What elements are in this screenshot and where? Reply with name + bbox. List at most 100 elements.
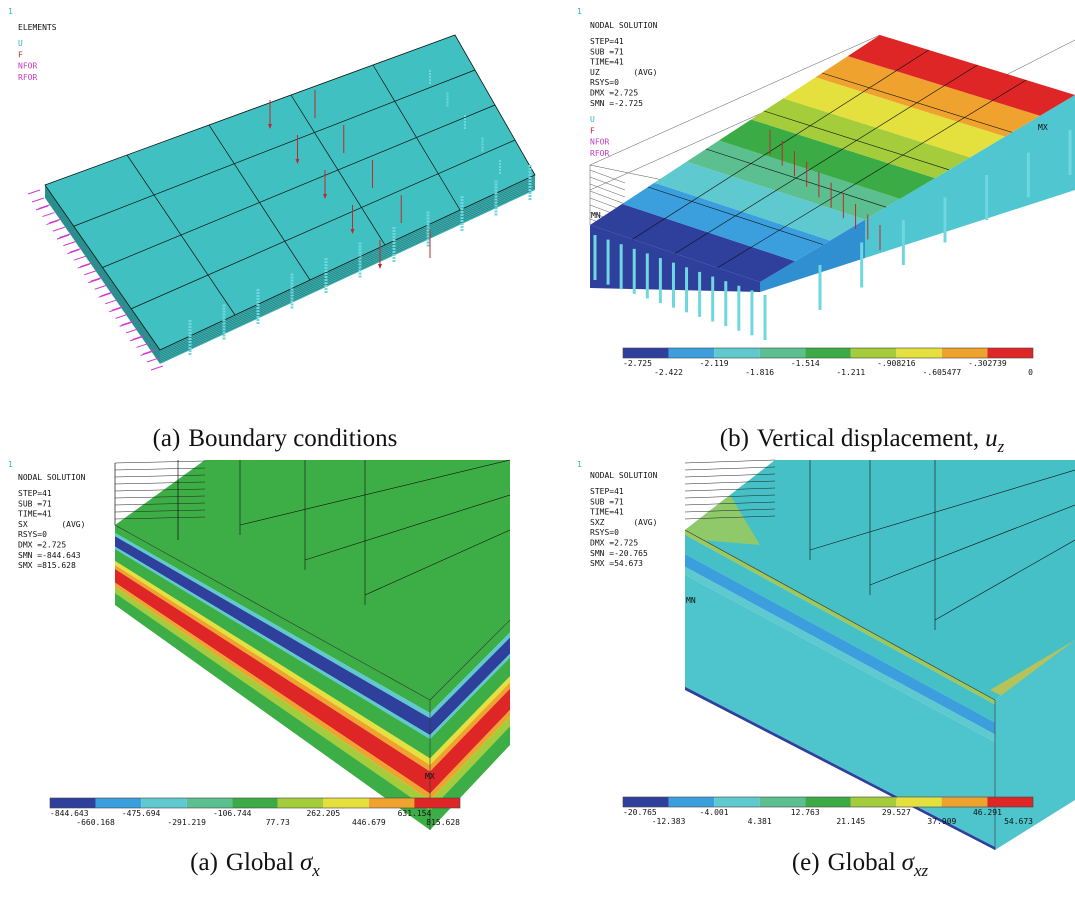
undeformed-wire <box>590 191 625 204</box>
plot-title: NODAL SOLUTION <box>590 21 658 30</box>
layer-line <box>115 468 205 470</box>
legend-symbol: NFOR <box>590 138 609 147</box>
caption-subscript: xz <box>913 861 929 880</box>
legend-label: 262.205 <box>306 809 340 818</box>
undeformed-wire <box>590 184 625 197</box>
info-line: RSYS=0 <box>590 528 619 537</box>
caption-text: Global <box>828 849 896 876</box>
legend-swatch <box>896 348 942 358</box>
nodal-force <box>59 234 71 238</box>
legend-swatch <box>714 348 760 358</box>
caption-text: Boundary conditions <box>188 425 397 452</box>
legend-swatch <box>278 798 324 808</box>
legend-swatch <box>414 798 460 808</box>
view-number: 1 <box>577 7 582 16</box>
legend-label: -20.765 <box>623 808 657 817</box>
info-line: TIME=41 <box>590 508 624 517</box>
legend-swatch <box>760 348 806 358</box>
legend-symbol: F <box>18 50 23 59</box>
nodal-force <box>84 271 96 275</box>
caption-text: Global <box>226 849 294 876</box>
nodal-force <box>36 206 48 210</box>
layer-line <box>685 460 775 463</box>
nodal-force <box>67 250 79 254</box>
nodal-force <box>53 227 65 231</box>
nodal-force <box>137 343 149 347</box>
nodal-force <box>32 198 44 202</box>
nodal-force <box>99 293 111 297</box>
legend-label: -12.383 <box>652 817 686 826</box>
nodal-force <box>120 322 132 326</box>
nodal-force <box>147 358 159 362</box>
caption-tag: (b) <box>720 425 749 452</box>
legend-swatch <box>942 797 988 807</box>
legend-symbol: U <box>18 39 23 48</box>
nodal-force <box>91 277 103 281</box>
nodal-force <box>46 221 58 225</box>
legend-label: -660.168 <box>76 818 115 827</box>
nodal-force <box>38 205 50 209</box>
info-line: SXZ (AVG) <box>590 518 657 527</box>
nodal-force <box>88 279 100 283</box>
legend-label: 21.145 <box>836 817 865 826</box>
legend-label: -1.211 <box>836 368 865 377</box>
info-line: SUB =71 <box>590 47 624 56</box>
legend-swatch <box>369 798 415 808</box>
caption: (a)Boundary conditions <box>153 425 398 452</box>
nodal-force <box>116 314 128 318</box>
legend-swatch <box>669 348 715 358</box>
figure: 1ELEMENTSUFNFORRFOR1NODAL SOLUTIONSTEP=4… <box>0 0 1075 906</box>
legend-swatch <box>851 348 897 358</box>
arrow-head <box>378 264 382 269</box>
legend-label: 54.673 <box>1004 817 1033 826</box>
legend-swatch <box>896 797 942 807</box>
legend-label: 0 <box>1028 368 1033 377</box>
info-line: RSYS=0 <box>590 78 619 87</box>
legend-label: 815.628 <box>426 818 460 827</box>
nodal-force <box>141 351 153 355</box>
legend-label: 12.763 <box>791 808 820 817</box>
info-line: RSYS=0 <box>18 530 47 539</box>
legend-swatch <box>805 797 851 807</box>
legend-swatch <box>187 798 233 808</box>
nodal-force <box>42 213 54 217</box>
caption: (b)Vertical displacement,uz <box>720 425 1005 456</box>
legend-symbol: F <box>590 126 595 135</box>
marker: MN <box>686 596 696 605</box>
legend-swatch <box>805 348 851 358</box>
plot-title: NODAL SOLUTION <box>18 473 86 482</box>
nodal-force <box>63 242 75 246</box>
legend-swatch <box>714 797 760 807</box>
layer-line <box>685 467 775 470</box>
info-line: STEP=41 <box>18 489 52 498</box>
caption-symbol: u <box>985 425 998 452</box>
nodal-force <box>49 219 61 223</box>
info-line: DMX =2.725 <box>18 541 66 550</box>
legend-label: 77.73 <box>266 818 290 827</box>
caption: (e)Globalσxz <box>792 849 929 880</box>
legend-swatch <box>50 798 96 808</box>
nodal-force <box>80 263 92 267</box>
legend-swatch <box>141 798 187 808</box>
nodal-force <box>78 264 90 268</box>
info-line: SMX =54.673 <box>590 559 643 568</box>
legend-label: -291.219 <box>167 818 206 827</box>
legend-label: 4.381 <box>748 817 772 826</box>
info-line: SUB =71 <box>18 499 52 508</box>
legend-swatch <box>760 797 806 807</box>
legend-label: -.302739 <box>968 359 1007 368</box>
legend-label: -1.816 <box>745 368 774 377</box>
info-line: SUB =71 <box>590 497 624 506</box>
marker: MX <box>425 772 435 781</box>
info-line: TIME=41 <box>590 58 624 67</box>
plot-title: ELEMENTS <box>18 23 57 32</box>
legend-label: 631.154 <box>398 809 432 818</box>
legend-label: -.908216 <box>877 359 916 368</box>
nodal-force <box>105 300 117 304</box>
nodal-force <box>126 329 138 333</box>
marker: MX <box>1038 123 1048 132</box>
legend-swatch <box>851 797 897 807</box>
nodal-force <box>28 190 40 194</box>
legend-swatch <box>232 798 278 808</box>
